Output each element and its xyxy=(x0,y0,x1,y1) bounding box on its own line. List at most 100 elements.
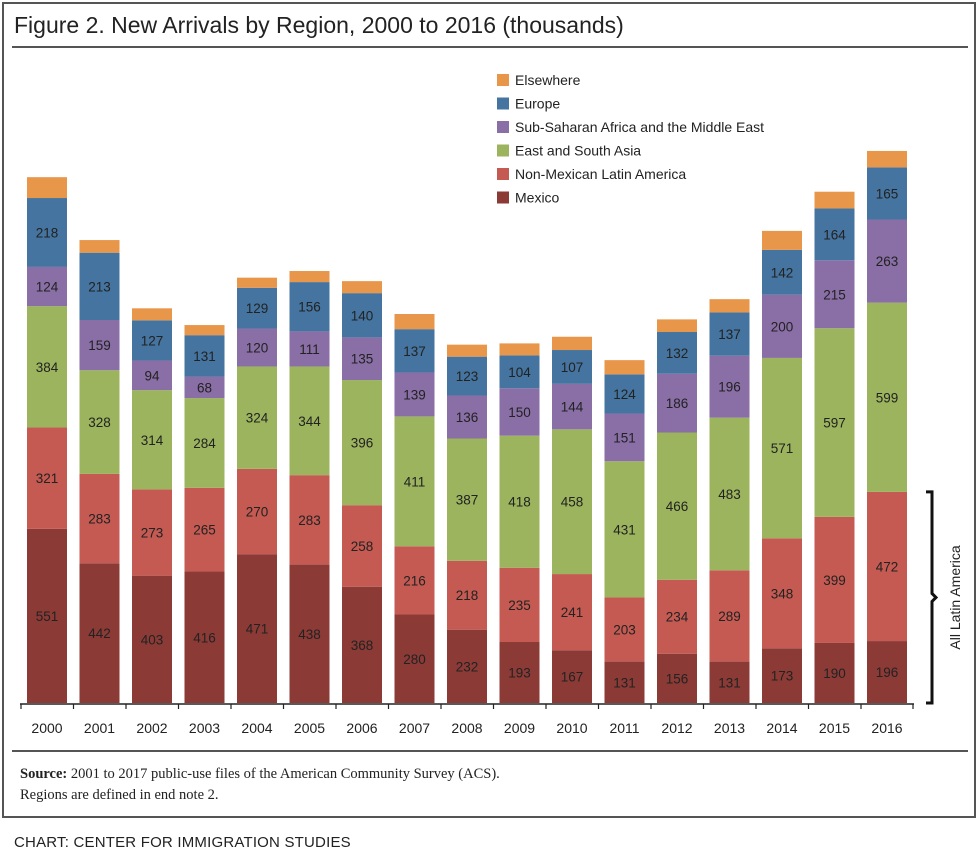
bar-stack-2000: 551 321 384 124 218 xyxy=(27,177,67,703)
legend-item-mexico: Mexico xyxy=(497,190,560,206)
data-label-non-mexican-latin-america: 399 xyxy=(823,573,846,588)
bar-stack-2014: 173 348 571 200 142 xyxy=(762,230,802,703)
latin-america-bracket xyxy=(926,490,939,705)
data-label-sub-saharan-africa-and-the-middle-east: 150 xyxy=(508,405,531,420)
bar-stack-2012: 156 234 466 186 132 xyxy=(657,319,697,703)
data-label-europe: 156 xyxy=(298,300,321,315)
x-tick-label: 2007 xyxy=(399,720,430,736)
bar-segment-east-and-south-asia xyxy=(604,461,645,598)
data-label-europe: 142 xyxy=(771,265,794,280)
bar-segment-non-mexican-latin-america xyxy=(499,567,540,643)
bar-segment-sub-saharan-africa-and-the-middle-east xyxy=(237,328,277,367)
data-label-east-and-south-asia: 597 xyxy=(823,416,846,431)
bar-segment-elsewhere xyxy=(447,344,487,357)
data-label-sub-saharan-africa-and-the-middle-east: 94 xyxy=(144,368,160,383)
data-label-sub-saharan-africa-and-the-middle-east: 151 xyxy=(613,430,636,445)
data-label-east-and-south-asia: 344 xyxy=(298,414,321,429)
bar-segment-non-mexican-latin-america xyxy=(342,505,382,587)
data-label-east-and-south-asia: 411 xyxy=(404,474,426,489)
bar-segment-sub-saharan-africa-and-the-middle-east xyxy=(709,355,750,418)
data-label-europe: 213 xyxy=(88,279,111,294)
bar-stack-2013: 131 289 483 196 137 xyxy=(709,299,750,703)
bar-segment-mexico xyxy=(289,564,330,703)
annotation-group: All Latin America xyxy=(926,490,963,705)
legend-swatch xyxy=(497,168,509,180)
bar-segment-elsewhere xyxy=(27,177,67,199)
legend-label: Sub-Saharan Africa and the Middle East xyxy=(515,119,764,135)
bar-segment-europe xyxy=(604,374,645,414)
data-label-europe: 218 xyxy=(36,225,59,240)
legend-swatch xyxy=(497,74,509,86)
bar-segment-europe xyxy=(184,335,225,377)
x-tick-label: 2015 xyxy=(819,720,850,736)
data-label-europe: 127 xyxy=(141,333,164,348)
bar-segment-sub-saharan-africa-and-the-middle-east xyxy=(447,395,487,439)
bar-segment-elsewhere xyxy=(237,277,277,288)
legend-item-non-mexican-latin-america: Non-Mexican Latin America xyxy=(497,166,686,182)
data-label-east-and-south-asia: 431 xyxy=(613,522,636,537)
data-label-east-and-south-asia: 483 xyxy=(718,487,741,502)
data-label-sub-saharan-africa-and-the-middle-east: 263 xyxy=(876,254,899,269)
data-label-east-and-south-asia: 571 xyxy=(771,441,794,456)
data-label-europe: 123 xyxy=(456,369,479,384)
data-label-east-and-south-asia: 324 xyxy=(246,411,269,426)
bar-segment-europe xyxy=(447,356,487,396)
source-label: Source: xyxy=(20,766,68,782)
data-label-mexico: 403 xyxy=(141,632,164,647)
legend-swatch xyxy=(497,97,509,110)
source-text: 2001 to 2017 public-use files of the Ame… xyxy=(67,766,500,782)
bar-stack-2003: 416 265 284 68 131 xyxy=(184,325,225,703)
bar-segment-mexico xyxy=(132,575,172,703)
data-label-non-mexican-latin-america: 283 xyxy=(88,512,111,527)
bar-segment-east-and-south-asia xyxy=(709,417,750,571)
bar-segment-mexico xyxy=(814,642,855,703)
bar-segment-mexico xyxy=(709,661,750,703)
bar-segment-elsewhere xyxy=(499,343,540,356)
data-label-sub-saharan-africa-and-the-middle-east: 135 xyxy=(351,352,374,367)
data-label-east-and-south-asia: 599 xyxy=(876,390,899,405)
bar-segment-non-mexican-latin-america xyxy=(237,468,277,555)
legend-swatch xyxy=(497,191,509,204)
bar-segment-elsewhere xyxy=(709,299,750,313)
bar-segment-sub-saharan-africa-and-the-middle-east xyxy=(499,388,540,436)
bar-segment-east-and-south-asia xyxy=(79,370,120,474)
data-label-europe: 104 xyxy=(508,365,531,380)
data-label-europe: 140 xyxy=(351,308,374,323)
bar-segment-east-and-south-asia xyxy=(342,380,382,506)
bar-segment-non-mexican-latin-america xyxy=(552,574,592,651)
bar-segment-elsewhere xyxy=(604,360,645,375)
legend-label: East and South Asia xyxy=(515,143,641,159)
bar-segment-europe xyxy=(237,287,277,329)
bar-segment-east-and-south-asia xyxy=(184,398,225,488)
data-label-non-mexican-latin-america: 283 xyxy=(298,513,321,528)
data-label-east-and-south-asia: 284 xyxy=(193,436,216,451)
bar-segment-mexico xyxy=(342,586,382,703)
data-label-mexico: 173 xyxy=(771,669,794,684)
bar-segment-sub-saharan-africa-and-the-middle-east xyxy=(79,320,120,371)
data-label-sub-saharan-africa-and-the-middle-east: 196 xyxy=(718,380,741,395)
bar-segment-east-and-south-asia xyxy=(814,328,855,517)
data-label-non-mexican-latin-america: 218 xyxy=(456,588,479,603)
x-tick-label: 2008 xyxy=(451,720,482,736)
data-label-europe: 137 xyxy=(718,327,741,342)
bar-segment-mexico xyxy=(552,650,592,703)
bar-segment-east-and-south-asia xyxy=(867,302,907,492)
x-tick-label: 2013 xyxy=(714,720,745,736)
data-label-sub-saharan-africa-and-the-middle-east: 120 xyxy=(246,341,269,356)
bar-segment-mexico xyxy=(27,528,67,703)
data-label-mexico: 368 xyxy=(351,638,374,653)
data-label-mexico: 280 xyxy=(403,652,426,667)
bar-stack-2005: 438 283 344 111 156 xyxy=(289,271,330,703)
bar-stack-2007: 280 216 411 139 137 xyxy=(394,314,435,703)
data-label-sub-saharan-africa-and-the-middle-east: 144 xyxy=(561,400,584,415)
bars-group: 551 321 384 124 218 442 283 328 159 213 403 273 314 9… xyxy=(27,150,907,703)
data-label-non-mexican-latin-america: 241 xyxy=(561,605,584,620)
data-label-non-mexican-latin-america: 270 xyxy=(246,505,269,520)
data-label-europe: 131 xyxy=(193,349,216,364)
bar-segment-europe xyxy=(762,249,802,295)
data-label-europe: 137 xyxy=(403,344,426,359)
bar-segment-europe xyxy=(814,208,855,261)
bar-segment-europe xyxy=(552,350,592,384)
bar-segment-sub-saharan-africa-and-the-middle-east xyxy=(394,372,435,417)
